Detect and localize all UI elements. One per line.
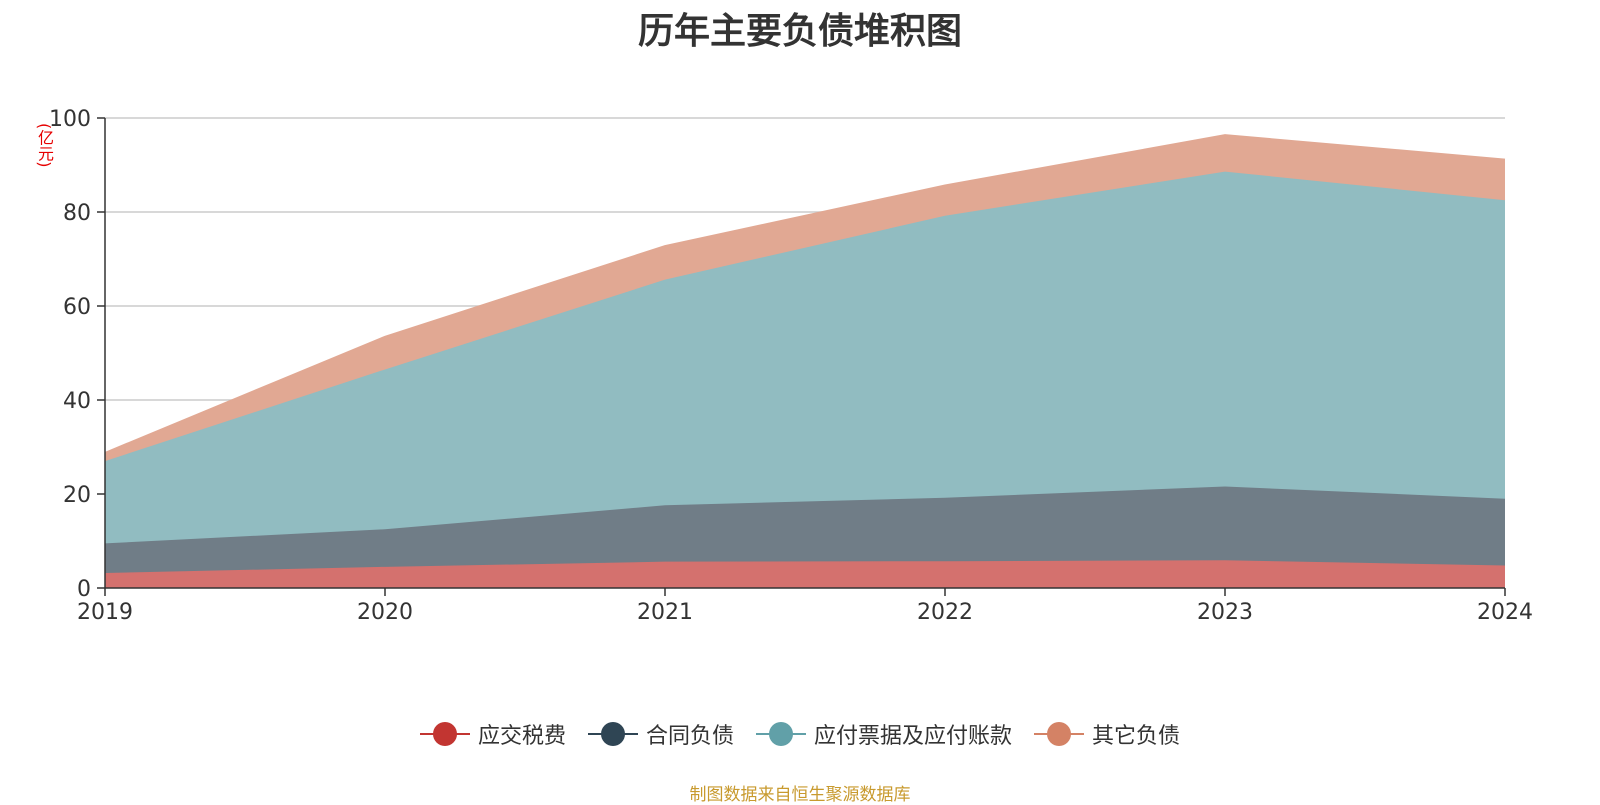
legend-item-3[interactable]: 其它负债	[1034, 718, 1180, 750]
y-axis-unit: (亿元)	[35, 123, 54, 168]
x-tick-label: 2023	[1197, 600, 1253, 625]
legend-marker-icon	[587, 721, 638, 747]
area-series-edge-3	[104, 134, 1506, 454]
x-tick-label: 2021	[637, 600, 693, 625]
area-series-1	[105, 486, 1505, 573]
legend-marker-icon	[756, 721, 806, 747]
x-tick-label: 2020	[357, 600, 413, 625]
y-tick-label: 100	[49, 107, 91, 132]
legend-label: 其它负债	[1092, 724, 1181, 749]
y-tick-label: 60	[63, 295, 91, 320]
y-tick-label: 80	[63, 201, 91, 226]
area-series-2	[105, 171, 1505, 544]
legend-label: 应交税费	[477, 724, 566, 749]
legend: 应交税费 合同负债 应付票据及应付账款 其它负债	[0, 718, 1600, 750]
y-tick-label: 40	[63, 389, 91, 414]
legend-label: 合同负债	[645, 724, 734, 749]
legend-marker-icon	[1034, 721, 1085, 747]
y-tick-label: 20	[63, 483, 91, 508]
chart-title: 历年主要负债堆积图	[637, 11, 962, 52]
x-tick-label: 2024	[1477, 600, 1533, 625]
area-series-3	[105, 134, 1505, 462]
data-source-note: 制图数据来自恒生聚源数据库	[689, 785, 911, 805]
area-series-0	[105, 560, 1505, 588]
legend-marker-icon	[419, 721, 470, 747]
legend-item-1[interactable]: 合同负债	[587, 718, 734, 750]
y-tick-label: 0	[77, 577, 91, 602]
area-layer	[104, 134, 1506, 588]
legend-label: 应付票据及应付账款	[814, 724, 1013, 749]
legend-item-0[interactable]: 应交税费	[419, 718, 566, 750]
legend-item-2[interactable]: 应付票据及应付账款	[756, 718, 1012, 750]
axis-layer: 0 20 40 60 80 100 2019 2020 2021 2022 2023 2024	[49, 107, 1533, 625]
x-tick-label: 2022	[917, 600, 973, 625]
x-tick-label: 2019	[77, 600, 133, 625]
